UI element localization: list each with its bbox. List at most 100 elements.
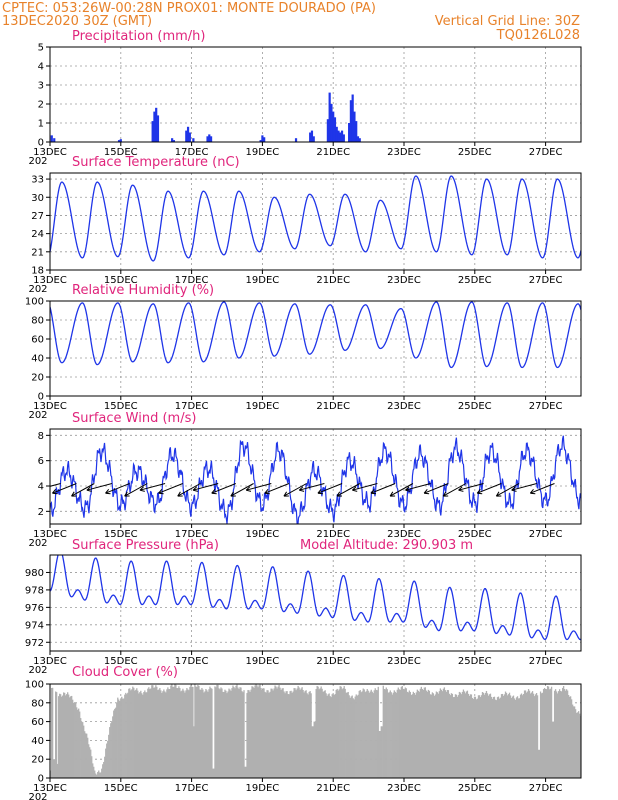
cloud-bar bbox=[103, 761, 105, 778]
precip-bar bbox=[294, 138, 298, 142]
cloud-bar bbox=[415, 692, 417, 778]
cloud-bar bbox=[395, 692, 397, 778]
cloud-xtick-label: 13DEC bbox=[33, 783, 67, 794]
press-xtick-label: 21DEC bbox=[316, 656, 350, 667]
cloud-bar bbox=[246, 693, 248, 778]
cloud-ytick-label: 20 bbox=[31, 755, 44, 766]
cloud-bar bbox=[372, 693, 374, 778]
cloud-bar bbox=[426, 691, 429, 778]
cloud-bar bbox=[366, 689, 368, 778]
cloud-bar bbox=[247, 689, 249, 778]
wind-xtick-label: 27DEC bbox=[529, 529, 563, 540]
cloud-bar bbox=[264, 691, 266, 778]
cloud-bar bbox=[519, 694, 522, 778]
cloud-bar bbox=[56, 692, 58, 778]
cloud-bar bbox=[51, 688, 53, 778]
cloud-bar bbox=[251, 686, 253, 778]
wind-vector-arrow bbox=[177, 483, 201, 497]
cloud-bar bbox=[192, 687, 194, 778]
cloud-bar bbox=[472, 699, 475, 778]
cloud-bar bbox=[473, 696, 476, 778]
panel-cloud: 0 20 40 60 80 100 13DEC 15DEC 17DEC 19DEC 21DEC 23D… bbox=[25, 665, 582, 800]
cloud-bar bbox=[516, 696, 519, 778]
cloud-bar bbox=[267, 690, 269, 778]
cloud-bar bbox=[250, 689, 252, 778]
cloud-bar bbox=[421, 688, 423, 778]
precip-plot bbox=[50, 92, 361, 142]
precip-bar bbox=[335, 126, 338, 142]
cloud-bar bbox=[185, 690, 187, 778]
cloud-bar bbox=[94, 770, 96, 778]
cloud-bar bbox=[172, 686, 174, 778]
cloud-bar bbox=[97, 772, 99, 778]
panel-precip: 0 1 2 3 4 5 13DEC 15DEC 17DEC 19DEC 21DEC 23DEC 25DE… bbox=[28, 29, 582, 167]
cloud-bar bbox=[202, 689, 204, 778]
cloud-bar bbox=[175, 684, 177, 778]
cloud-bar bbox=[180, 691, 182, 778]
cloud-bar bbox=[268, 692, 270, 778]
cloud-bar bbox=[160, 690, 162, 778]
cloud-bar bbox=[79, 711, 81, 778]
cloud-bar bbox=[297, 685, 299, 778]
cloud-bar bbox=[316, 685, 318, 778]
cloud-bar bbox=[59, 693, 61, 778]
temperature-line bbox=[50, 175, 581, 262]
cloud-bar bbox=[61, 696, 63, 778]
cloud-bar bbox=[191, 686, 193, 778]
cloud-bar bbox=[390, 692, 392, 778]
cloud-bar bbox=[238, 689, 240, 778]
cloud-bar bbox=[95, 773, 97, 778]
press-xtick-label: 13DEC bbox=[33, 656, 67, 667]
cloud-bar bbox=[434, 694, 437, 778]
cloud-bar bbox=[139, 692, 141, 778]
temp-year-label: 202 bbox=[28, 284, 47, 295]
cloud-bar bbox=[401, 686, 403, 778]
cloud-bar bbox=[253, 687, 255, 778]
press-ytick-label: 980 bbox=[25, 568, 44, 579]
cloud-bar bbox=[259, 684, 261, 778]
wind-vector-arrow bbox=[71, 483, 95, 497]
wind-xtick-label: 19DEC bbox=[246, 529, 280, 540]
cloud-bar bbox=[367, 690, 369, 778]
cloud-bar bbox=[488, 694, 491, 778]
cloud-bar bbox=[136, 688, 138, 778]
cloud-bar bbox=[171, 684, 173, 778]
cloud-bar bbox=[547, 686, 550, 778]
rh-title: Relative Humidity (%) bbox=[72, 283, 214, 298]
precip-bar bbox=[53, 138, 56, 142]
cloud-bar bbox=[462, 689, 465, 778]
cloud-bar bbox=[375, 689, 377, 778]
cloud-year-label: 202 bbox=[28, 792, 47, 800]
cloud-bar bbox=[302, 690, 304, 778]
cloud-bar bbox=[319, 688, 321, 778]
cloud-bar bbox=[381, 726, 383, 778]
cloud-bar bbox=[520, 693, 523, 778]
cloud-bar bbox=[561, 687, 564, 778]
cloud-bar bbox=[153, 687, 155, 778]
wind-plot bbox=[50, 435, 581, 524]
wind-vector-arrow bbox=[50, 483, 61, 487]
cloud-bar bbox=[117, 697, 119, 778]
temp-xtick-label: 19DEC bbox=[246, 275, 280, 286]
cloud-bar bbox=[478, 695, 481, 778]
cloud-bar bbox=[334, 694, 336, 778]
cloud-bar bbox=[234, 688, 236, 778]
wind-year-label: 202 bbox=[28, 538, 47, 549]
cloud-bar bbox=[196, 687, 198, 778]
cloud-bar bbox=[144, 690, 146, 778]
cloud-bar bbox=[321, 688, 323, 778]
cloud-bar bbox=[538, 749, 541, 778]
cloud-ytick-label: 40 bbox=[31, 736, 44, 747]
cloud-bar bbox=[524, 690, 527, 778]
cloud-bar bbox=[476, 698, 479, 778]
cloud-bar bbox=[526, 691, 529, 778]
cloud-bar bbox=[468, 695, 471, 778]
cloud-bar bbox=[237, 687, 239, 778]
cloud-bar bbox=[113, 710, 115, 778]
cloud-bar bbox=[355, 694, 357, 778]
cloud-bar bbox=[189, 686, 191, 778]
cloud-bar bbox=[446, 690, 449, 778]
cloud-bar bbox=[170, 685, 172, 778]
cloud-bar bbox=[550, 686, 553, 778]
